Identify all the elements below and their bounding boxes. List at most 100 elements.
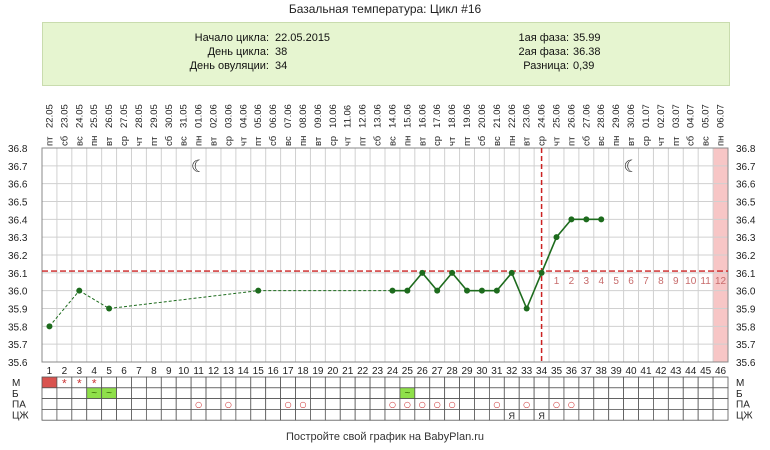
weekday-label: ср xyxy=(432,136,443,146)
table-cell xyxy=(667,387,684,399)
weekday-label: пн xyxy=(611,136,622,146)
table-cell xyxy=(578,408,595,421)
y-tick-label-right: 36.4 xyxy=(736,215,756,226)
series-segment xyxy=(525,272,543,309)
footer-link[interactable]: Постройте свой график на BabyPlan.ru xyxy=(285,431,485,443)
table-cell xyxy=(384,408,401,421)
date-label: 05.06 xyxy=(253,104,264,128)
table-cell xyxy=(653,398,669,410)
table-row-label-left: ПА xyxy=(12,400,26,411)
y-tick-label-right: 36.3 xyxy=(736,233,756,244)
table-cell xyxy=(638,376,654,389)
table-cell xyxy=(653,387,669,399)
table-cell xyxy=(384,376,401,389)
date-label: 31.05 xyxy=(179,104,190,128)
weekday-label: вт xyxy=(417,136,428,146)
cycle-day-label: 36 xyxy=(566,366,578,377)
weekday-label: чт xyxy=(552,136,563,146)
cycle-day-label: 46 xyxy=(715,366,727,377)
mucus-mark: ~ xyxy=(106,388,112,399)
intercourse-mark: ○ xyxy=(285,400,292,409)
cycle-day-label: 41 xyxy=(640,366,652,377)
cycle-day-label: 3 xyxy=(77,366,83,377)
weekday-label: вт xyxy=(313,136,324,146)
table-cell xyxy=(280,387,296,399)
table-cell xyxy=(41,408,58,421)
weekday-label: вт xyxy=(522,136,533,146)
weekday-label: пт xyxy=(671,136,682,146)
y-tick-label-left: 35.7 xyxy=(8,340,28,351)
cycle-day-label: 20 xyxy=(327,366,339,377)
data-point xyxy=(583,216,590,223)
table-cell xyxy=(339,387,356,399)
table-cell xyxy=(265,398,282,410)
table-cell xyxy=(41,376,58,389)
table-cell xyxy=(369,376,386,389)
cycle-day-label: 44 xyxy=(685,366,697,377)
table-cell xyxy=(474,408,490,421)
series-segment xyxy=(496,272,513,292)
table-cell xyxy=(190,376,207,389)
date-label: 23.05 xyxy=(59,104,70,128)
table-cell xyxy=(429,387,446,399)
data-point xyxy=(464,287,471,294)
date-label: 04.06 xyxy=(238,104,249,128)
data-point xyxy=(76,287,83,294)
table-cell xyxy=(429,376,446,389)
table-cell xyxy=(638,408,654,421)
table-cell xyxy=(205,376,222,389)
table-cell xyxy=(71,387,88,399)
data-point xyxy=(255,287,262,294)
date-label: 06.07 xyxy=(716,104,727,128)
table-cell xyxy=(563,408,580,421)
cycle-day-label: 2 xyxy=(62,366,68,377)
table-cell xyxy=(56,408,73,421)
table-cell xyxy=(608,376,625,389)
table-cell xyxy=(474,387,490,399)
y-tick-label-left: 36.4 xyxy=(8,215,28,226)
table-cell xyxy=(712,408,729,421)
cycle-day-label: 45 xyxy=(700,366,712,377)
intercourse-mark: ○ xyxy=(493,400,500,409)
cycle-day-label: 38 xyxy=(596,366,608,377)
y-tick-label-left: 36.8 xyxy=(8,144,28,155)
table-cell xyxy=(220,376,237,389)
y-tick-label-left: 35.8 xyxy=(8,322,28,333)
table-row-label-left: Б xyxy=(12,389,19,400)
date-label: 26.05 xyxy=(104,104,115,128)
date-label: 08.06 xyxy=(298,104,309,128)
moon-icon: ☾ xyxy=(191,157,206,177)
table-cell xyxy=(220,408,237,421)
table-cell xyxy=(265,387,282,399)
table-cell xyxy=(131,398,147,410)
weekday-label: сб xyxy=(686,135,697,146)
table-cell xyxy=(429,408,446,421)
table-cell xyxy=(593,398,610,410)
date-label: 16.06 xyxy=(417,104,428,128)
date-label: 28.06 xyxy=(596,104,607,128)
table-cell xyxy=(175,408,192,421)
weekday-label: пн xyxy=(402,136,413,146)
weekday-label: пт xyxy=(253,136,264,146)
data-point xyxy=(538,269,545,276)
date-label: 29.06 xyxy=(611,104,622,128)
cycle-day-label: 23 xyxy=(372,366,384,377)
table-cell xyxy=(369,398,386,410)
cycle-day-label: 12 xyxy=(208,366,220,377)
table-cell xyxy=(444,387,460,399)
cycle-start-value: 22.05.2015 xyxy=(275,32,331,44)
table-cell xyxy=(190,387,207,399)
weekday-label: ср xyxy=(328,136,339,146)
weekday-label: ср xyxy=(641,136,652,146)
intercourse-mark: ○ xyxy=(299,400,306,409)
date-label: 06.06 xyxy=(268,104,279,128)
y-tick-label-left: 35.9 xyxy=(8,305,28,316)
weekday-label: пт xyxy=(566,136,577,146)
future-day-label: 8 xyxy=(658,276,664,287)
cycle-day-label: 1 xyxy=(47,366,53,377)
moon-icon: ☾ xyxy=(623,157,638,177)
series-segment xyxy=(511,272,528,309)
data-point xyxy=(404,287,411,294)
cycle-day-label: 21 xyxy=(342,366,354,377)
y-tick-label-right: 36.7 xyxy=(736,162,756,173)
